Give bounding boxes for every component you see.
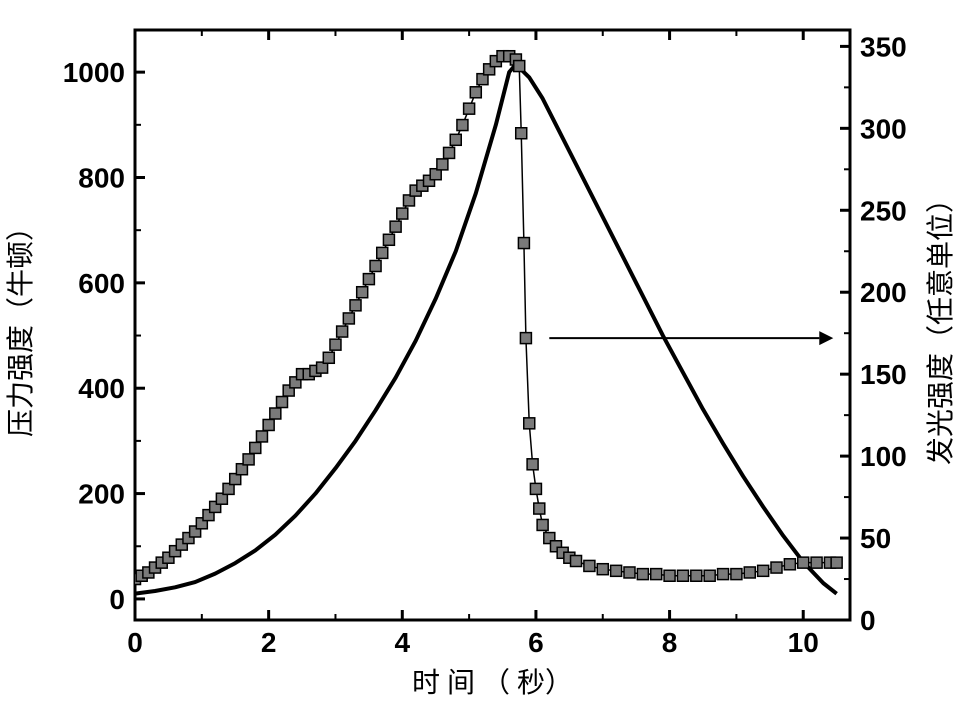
luminescence-marker <box>450 134 461 145</box>
luminescence-marker <box>611 565 622 576</box>
y-right-tick-label: 50 <box>860 523 891 554</box>
luminescence-marker <box>534 503 545 514</box>
luminescence-marker <box>537 519 548 530</box>
luminescence-marker <box>677 570 688 581</box>
luminescence-marker <box>520 333 531 344</box>
luminescence-marker <box>363 274 374 285</box>
luminescence-marker <box>343 313 354 324</box>
luminescence-marker <box>651 569 662 580</box>
y-left-tick-label: 400 <box>78 373 125 404</box>
luminescence-marker <box>464 103 475 114</box>
chart-svg: 0246810时 间 （ 秒）02004006008001000压力强度（牛顿）… <box>0 0 966 716</box>
luminescence-marker <box>390 221 401 232</box>
luminescence-marker <box>337 326 348 337</box>
luminescence-marker <box>514 61 525 72</box>
x-tick-label: 10 <box>788 627 819 658</box>
luminescence-marker <box>624 567 635 578</box>
luminescence-marker <box>811 557 822 568</box>
luminescence-marker <box>370 261 381 272</box>
luminescence-marker <box>270 408 281 419</box>
chart-container: 0246810时 间 （ 秒）02004006008001000压力强度（牛顿）… <box>0 0 966 716</box>
luminescence-marker <box>437 159 448 170</box>
luminescence-marker <box>597 564 608 575</box>
y-right-tick-label: 100 <box>860 441 907 472</box>
y-right-tick-label: 250 <box>860 195 907 226</box>
luminescence-marker <box>758 565 769 576</box>
x-tick-label: 2 <box>261 627 277 658</box>
luminescence-marker <box>584 560 595 571</box>
y-left-tick-label: 0 <box>109 584 125 615</box>
x-tick-label: 0 <box>127 627 143 658</box>
y-left-tick-label: 1000 <box>63 57 125 88</box>
luminescence-marker <box>323 352 334 363</box>
luminescence-marker <box>731 569 742 580</box>
luminescence-marker <box>377 247 388 258</box>
luminescence-marker <box>704 570 715 581</box>
y-left-axis-label: 压力强度（牛顿） <box>5 213 37 437</box>
luminescence-marker <box>263 419 274 430</box>
luminescence-marker <box>444 147 455 158</box>
luminescence-marker <box>784 559 795 570</box>
y-right-axis-label: 发光强度（任意单位） <box>925 185 957 465</box>
luminescence-marker <box>637 569 648 580</box>
luminescence-marker <box>524 418 535 429</box>
luminescence-marker <box>718 569 729 580</box>
y-left-tick-label: 800 <box>78 163 125 194</box>
luminescence-marker <box>527 459 538 470</box>
luminescence-marker <box>330 339 341 350</box>
luminescence-marker <box>571 556 582 567</box>
luminescence-marker <box>771 562 782 573</box>
x-tick-label: 4 <box>395 627 411 658</box>
luminescence-marker <box>798 557 809 568</box>
x-axis-label: 时 间 （ 秒） <box>412 667 573 699</box>
luminescence-marker <box>357 287 368 298</box>
luminescence-marker <box>530 483 541 494</box>
y-left-tick-label: 200 <box>78 479 125 510</box>
luminescence-marker <box>350 300 361 311</box>
x-tick-label: 6 <box>528 627 544 658</box>
luminescence-marker <box>470 87 481 98</box>
luminescence-marker <box>383 234 394 245</box>
luminescence-marker <box>518 238 529 249</box>
y-left-tick-label: 600 <box>78 268 125 299</box>
y-right-tick-label: 350 <box>860 31 907 62</box>
luminescence-marker <box>250 442 261 453</box>
y-right-tick-label: 150 <box>860 359 907 390</box>
luminescence-marker <box>664 570 675 581</box>
y-right-tick-label: 200 <box>860 277 907 308</box>
y-right-tick-label: 0 <box>860 605 876 636</box>
luminescence-marker <box>277 397 288 408</box>
x-tick-label: 8 <box>662 627 678 658</box>
y-right-tick-label: 300 <box>860 113 907 144</box>
luminescence-marker <box>691 570 702 581</box>
luminescence-marker <box>243 454 254 465</box>
luminescence-marker <box>256 431 267 442</box>
luminescence-marker <box>516 128 527 139</box>
luminescence-marker <box>744 567 755 578</box>
luminescence-marker <box>397 208 408 219</box>
luminescence-marker <box>457 120 468 131</box>
luminescence-marker <box>831 557 842 568</box>
